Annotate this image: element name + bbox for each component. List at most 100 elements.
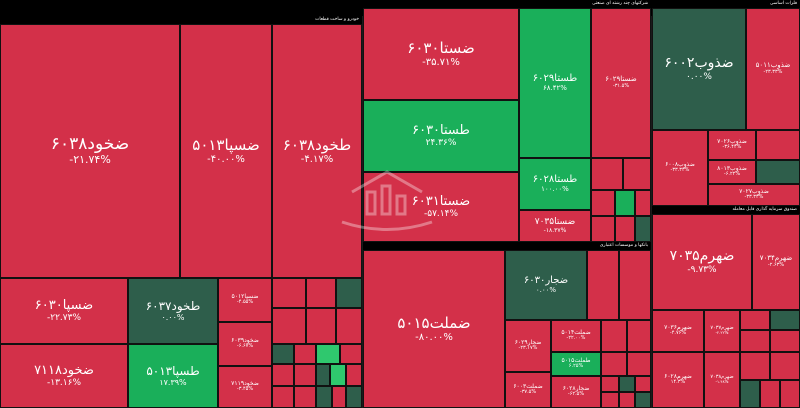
treemap-tile[interactable] — [619, 376, 635, 392]
treemap-tile[interactable] — [346, 386, 362, 408]
treemap-tile[interactable]: ضذوب۷۰۲۷ -۳۳.۳۳% — [708, 184, 800, 206]
treemap-tile[interactable]: ضجار۶۰۲۹ -۲۳.۱۷% — [505, 320, 551, 372]
treemap-tile[interactable]: ضذوب۸۰۱۳ -۶.۲۲% — [708, 160, 756, 184]
treemap-tile[interactable]: ضهرم۷۰۳۵ -۹.۷۳% — [652, 214, 752, 310]
tile-change: ۲۴.۳۶% — [425, 137, 457, 148]
treemap-tile[interactable] — [619, 392, 635, 408]
tile-change: ۶۸.۴۲% — [543, 84, 567, 93]
treemap-tile[interactable] — [316, 344, 340, 364]
treemap-tile[interactable] — [272, 278, 306, 308]
treemap-tile[interactable] — [591, 158, 623, 190]
treemap-tile[interactable]: ضهرم۷۰۳۶ -۴.۷۶% — [652, 310, 704, 352]
treemap-tile[interactable]: ضستا۶۰۳۱ -۵۷.۱۴% — [363, 172, 519, 242]
treemap-tile[interactable]: ضملت۵۰۱۵ -۸۰.۰۰% — [363, 250, 505, 408]
treemap-tile[interactable]: طستا۶۰۳۰ ۲۴.۳۶% — [363, 100, 519, 172]
treemap-tile[interactable] — [272, 364, 294, 386]
treemap-tile[interactable]: ضسپا۶۰۳۰ -۲۲.۷۳% — [0, 278, 128, 344]
tile-symbol: ضذوب۷۰۲۶ — [717, 137, 747, 145]
treemap-tile[interactable]: ضذوب۵۰۱۱ -۲۳.۳۳% — [746, 8, 800, 130]
treemap-tile[interactable] — [306, 308, 336, 344]
treemap-tile[interactable]: ضهرم۷۰۳۷ -۲.۲۲% — [704, 310, 740, 352]
tile-symbol: ضذوب۶۰۰۸ — [665, 160, 695, 168]
treemap-tile[interactable] — [615, 190, 635, 216]
treemap-tile[interactable] — [635, 216, 651, 242]
treemap-tile[interactable] — [336, 308, 362, 344]
treemap-tile[interactable] — [756, 160, 800, 184]
treemap-tile[interactable]: ضهرم۶۰۲۸ ۱۴.۳% — [652, 352, 704, 408]
treemap-tile[interactable] — [770, 310, 800, 330]
treemap-tile[interactable] — [601, 376, 619, 392]
treemap-tile[interactable]: طستا۶۰۲۹ ۶۸.۴۲% — [519, 8, 591, 158]
treemap-tile[interactable] — [740, 380, 760, 408]
treemap-tile[interactable] — [627, 352, 651, 376]
treemap-tile[interactable]: طخود۶۰۳۷ ۰.۰۰% — [128, 278, 218, 344]
treemap-tile[interactable] — [770, 352, 800, 380]
tile-symbol: طملت۵۰۱۵ — [561, 356, 591, 364]
treemap-tile[interactable] — [635, 392, 651, 408]
treemap-tile[interactable]: ضذوب۷۰۲۶ -۳۶.۴۴% — [708, 130, 756, 160]
treemap-tile[interactable] — [316, 364, 330, 386]
treemap-tile[interactable] — [601, 352, 627, 376]
treemap-tile[interactable]: ضجار۶۰۳۰ ۰.۰۰% — [505, 250, 587, 320]
treemap-tile[interactable]: ضستا۷۰۳۵ -۱۸.۳۷% — [519, 210, 591, 242]
treemap-tile[interactable]: ضستا۶۰۳۰ -۳۵.۷۱% — [363, 8, 519, 100]
tile-change: -۳۵.۷۱% — [422, 56, 460, 68]
treemap-tile[interactable] — [316, 386, 332, 408]
treemap-tile[interactable] — [340, 344, 362, 364]
treemap-tile[interactable] — [294, 344, 316, 364]
treemap-tile[interactable] — [760, 380, 780, 408]
treemap-tile[interactable] — [627, 320, 651, 352]
treemap-tile[interactable] — [601, 392, 619, 408]
treemap-tile[interactable]: ضخود۶۰۳۹ -۶.۶۷% — [218, 322, 272, 366]
treemap-tile[interactable]: ضهرم۷۰۳۴ -۲.۶۳% — [752, 214, 800, 310]
treemap-tile[interactable]: ضخود۷۱۱۸ -۱۳.۱۶% — [0, 344, 128, 408]
treemap-tile[interactable] — [346, 364, 362, 386]
treemap-tile[interactable] — [623, 158, 651, 190]
treemap-tile[interactable] — [294, 386, 316, 408]
treemap-tile[interactable]: ضسپا۵۰۱۳ -۴۰.۰۰% — [180, 24, 272, 278]
treemap-tile[interactable] — [635, 376, 651, 392]
treemap-tile[interactable] — [770, 330, 800, 352]
tile-symbol: ضجار۶۰۲۸ — [562, 384, 590, 392]
treemap-tile[interactable] — [330, 364, 346, 386]
treemap-tile[interactable] — [635, 190, 651, 216]
treemap-tile[interactable]: طسپا۵۰۱۳ ۱۷.۳۹% — [128, 344, 218, 408]
treemap-tile[interactable] — [740, 352, 770, 380]
treemap-tile[interactable] — [740, 330, 770, 352]
treemap-tile[interactable]: طخود۶۰۳۸ -۴.۱۷% — [272, 24, 362, 278]
treemap-tile[interactable]: ضجار۶۰۲۸ -۶۲.۵% — [551, 376, 601, 408]
treemap-tile[interactable]: ضذوب۶۰۰۲ ۰.۰۰% — [652, 8, 746, 130]
treemap-tile[interactable]: ضهرم۷۰۳۸ -۱.۴۸% — [704, 352, 740, 408]
treemap-tile[interactable] — [336, 278, 362, 308]
tile-change: ۱۴.۳% — [670, 379, 686, 386]
tile-change: -۴.۱۷% — [300, 153, 334, 165]
treemap-tile[interactable]: ضملت۵۰۱۴ -۲۲.۰۰% — [551, 320, 601, 352]
treemap-tile[interactable] — [615, 216, 635, 242]
treemap-tile[interactable]: ضذوب۶۰۰۸ -۳۳.۳۳% — [652, 130, 708, 206]
treemap-tile[interactable] — [294, 364, 316, 386]
treemap-tile[interactable]: ضملت۶۰۰۳ -۳۷.۵% — [505, 372, 551, 408]
tile-change: -۳.۴۵% — [236, 386, 254, 393]
treemap-tile[interactable] — [332, 386, 346, 408]
treemap-tile[interactable] — [272, 386, 294, 408]
treemap-tile[interactable] — [780, 380, 800, 408]
tile-change: -۸۰.۰۰% — [415, 331, 453, 343]
treemap-tile[interactable]: ضخود۶۰۳۸ -۲۱.۷۴% — [0, 24, 180, 278]
treemap-tile[interactable] — [272, 344, 294, 364]
treemap-tile[interactable]: ضستا۶۰۲۹ -۳۱.۵% — [591, 8, 651, 158]
tile-symbol: ضهرم۶۰۲۸ — [664, 372, 692, 380]
tile-symbol: ضسپا۵۰۱۲ — [231, 292, 259, 300]
treemap-tile[interactable]: ضخود۷۱۱۹ -۳.۴۵% — [218, 366, 272, 408]
treemap-tile[interactable] — [601, 320, 627, 352]
treemap-tile[interactable]: طملت۵۰۱۵ ۶.۲۵% — [551, 352, 601, 376]
treemap-tile[interactable] — [740, 310, 770, 330]
treemap-tile[interactable]: طستا۶۰۲۸ ۱۰۰.۰۰% — [519, 158, 591, 210]
treemap-tile[interactable] — [272, 308, 306, 344]
treemap-tile[interactable] — [587, 250, 619, 320]
treemap-tile[interactable] — [306, 278, 336, 308]
treemap-tile[interactable]: ضسپا۵۰۱۲ -۴.۵۵% — [218, 278, 272, 322]
treemap-tile[interactable] — [619, 250, 651, 320]
treemap-tile[interactable] — [756, 130, 800, 160]
treemap-tile[interactable] — [591, 190, 615, 216]
treemap-tile[interactable] — [591, 216, 615, 242]
